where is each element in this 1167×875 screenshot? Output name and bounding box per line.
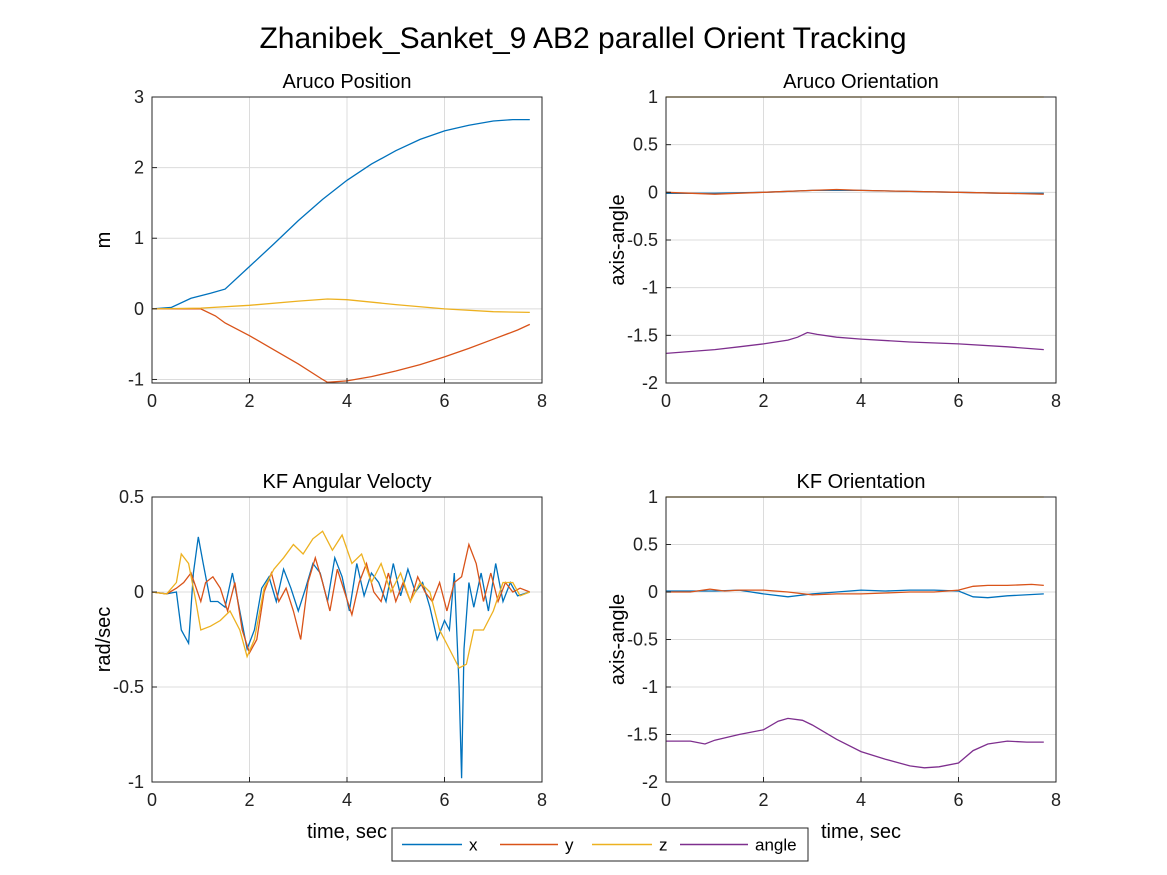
y-tick-label: 2 [134,158,144,178]
y-tick-label: -1.5 [627,325,658,345]
x-tick-label: 8 [1051,790,1061,810]
y-tick-label: 0.5 [119,487,144,507]
y-tick-label: 0 [134,299,144,319]
x-tick-label: 8 [1051,391,1061,411]
y-tick-label: 0 [134,582,144,602]
series-line-y [666,583,1044,596]
subplot-title: Aruco Position [283,71,412,93]
subplot-title: Aruco Orientation [783,71,939,93]
series-line-y [665,188,1044,195]
y-tick-label: -1.5 [627,725,658,745]
series-line-y [151,542,531,655]
x-axis-label: time, sec [307,821,387,843]
legend-label-z: z [659,836,668,855]
y-tick-label: 0.5 [633,135,658,155]
x-tick-label: 6 [953,790,963,810]
x-tick-label: 0 [661,391,671,411]
y-axis-label: axis-angle [607,194,629,285]
series-line-x [151,118,530,310]
x-tick-label: 2 [244,391,254,411]
subplot-title: KF Orientation [797,471,926,493]
y-tick-label: -1 [642,677,658,697]
x-tick-label: 2 [244,790,254,810]
legend-label-x: x [469,836,478,855]
x-tick-label: 2 [758,790,768,810]
x-tick-label: 8 [537,391,547,411]
series-line-z [151,530,531,669]
x-tick-label: 6 [439,391,449,411]
y-tick-label: 1 [648,487,658,507]
x-tick-label: 4 [856,391,866,411]
x-tick-label: 0 [147,790,157,810]
x-tick-label: 4 [856,790,866,810]
x-tick-label: 4 [342,391,352,411]
series-line-angle [665,331,1044,355]
y-tick-label: -0.5 [627,230,658,250]
series-line-x [151,536,530,779]
y-tick-label: -1 [642,278,658,298]
y-tick-label: 0.5 [633,535,658,555]
y-axis-label: m [93,232,115,249]
subplot-2: 0 2 4 6 8 -2 -1.5 -1 -0.5 0 0.5 1 Aruco Orientation a… [607,71,1061,411]
x-tick-label: 8 [537,790,547,810]
y-tick-label: 0 [648,582,658,602]
y-tick-label: -1 [128,772,144,792]
y-tick-label: 1 [134,228,144,248]
legend: x y z angle [391,827,809,862]
subplot-3: 0 2 4 6 8 -1 -0.5 0 0.5 KF Angular Velocty rad/sec… [93,471,547,843]
x-tick-label: 6 [439,790,449,810]
x-tick-label: 6 [953,391,963,411]
x-tick-label: 0 [147,391,157,411]
subplot-4: 0 2 4 6 8 -2 -1.5 -1 -0.5 0 0.5 1 KF Orientation axis… [607,471,1061,843]
y-tick-label: -2 [642,373,658,393]
y-tick-label: -0.5 [627,630,658,650]
series-line-angle [666,717,1044,769]
y-axis-label: axis-angle [607,594,629,685]
legend-label-y: y [565,836,574,855]
x-axis-label: time, sec [821,821,901,843]
y-tick-label: -2 [642,772,658,792]
x-tick-label: 4 [342,790,352,810]
y-tick-label: -0.5 [113,677,144,697]
y-axis-label: rad/sec [93,607,115,673]
subplot-title: KF Angular Velocty [263,471,432,493]
x-tick-label: 2 [758,391,768,411]
figure-title: Zhanibek_Sanket_9 AB2 parallel Orient Tr… [259,22,906,55]
y-tick-label: 1 [648,87,658,107]
series-line-z [151,298,530,314]
x-tick-label: 0 [661,790,671,810]
y-tick-label: 3 [134,87,144,107]
y-tick-label: -1 [128,369,144,389]
y-tick-label: 0 [648,182,658,202]
legend-label-angle: angle [755,836,797,855]
series-line-y [152,308,531,383]
